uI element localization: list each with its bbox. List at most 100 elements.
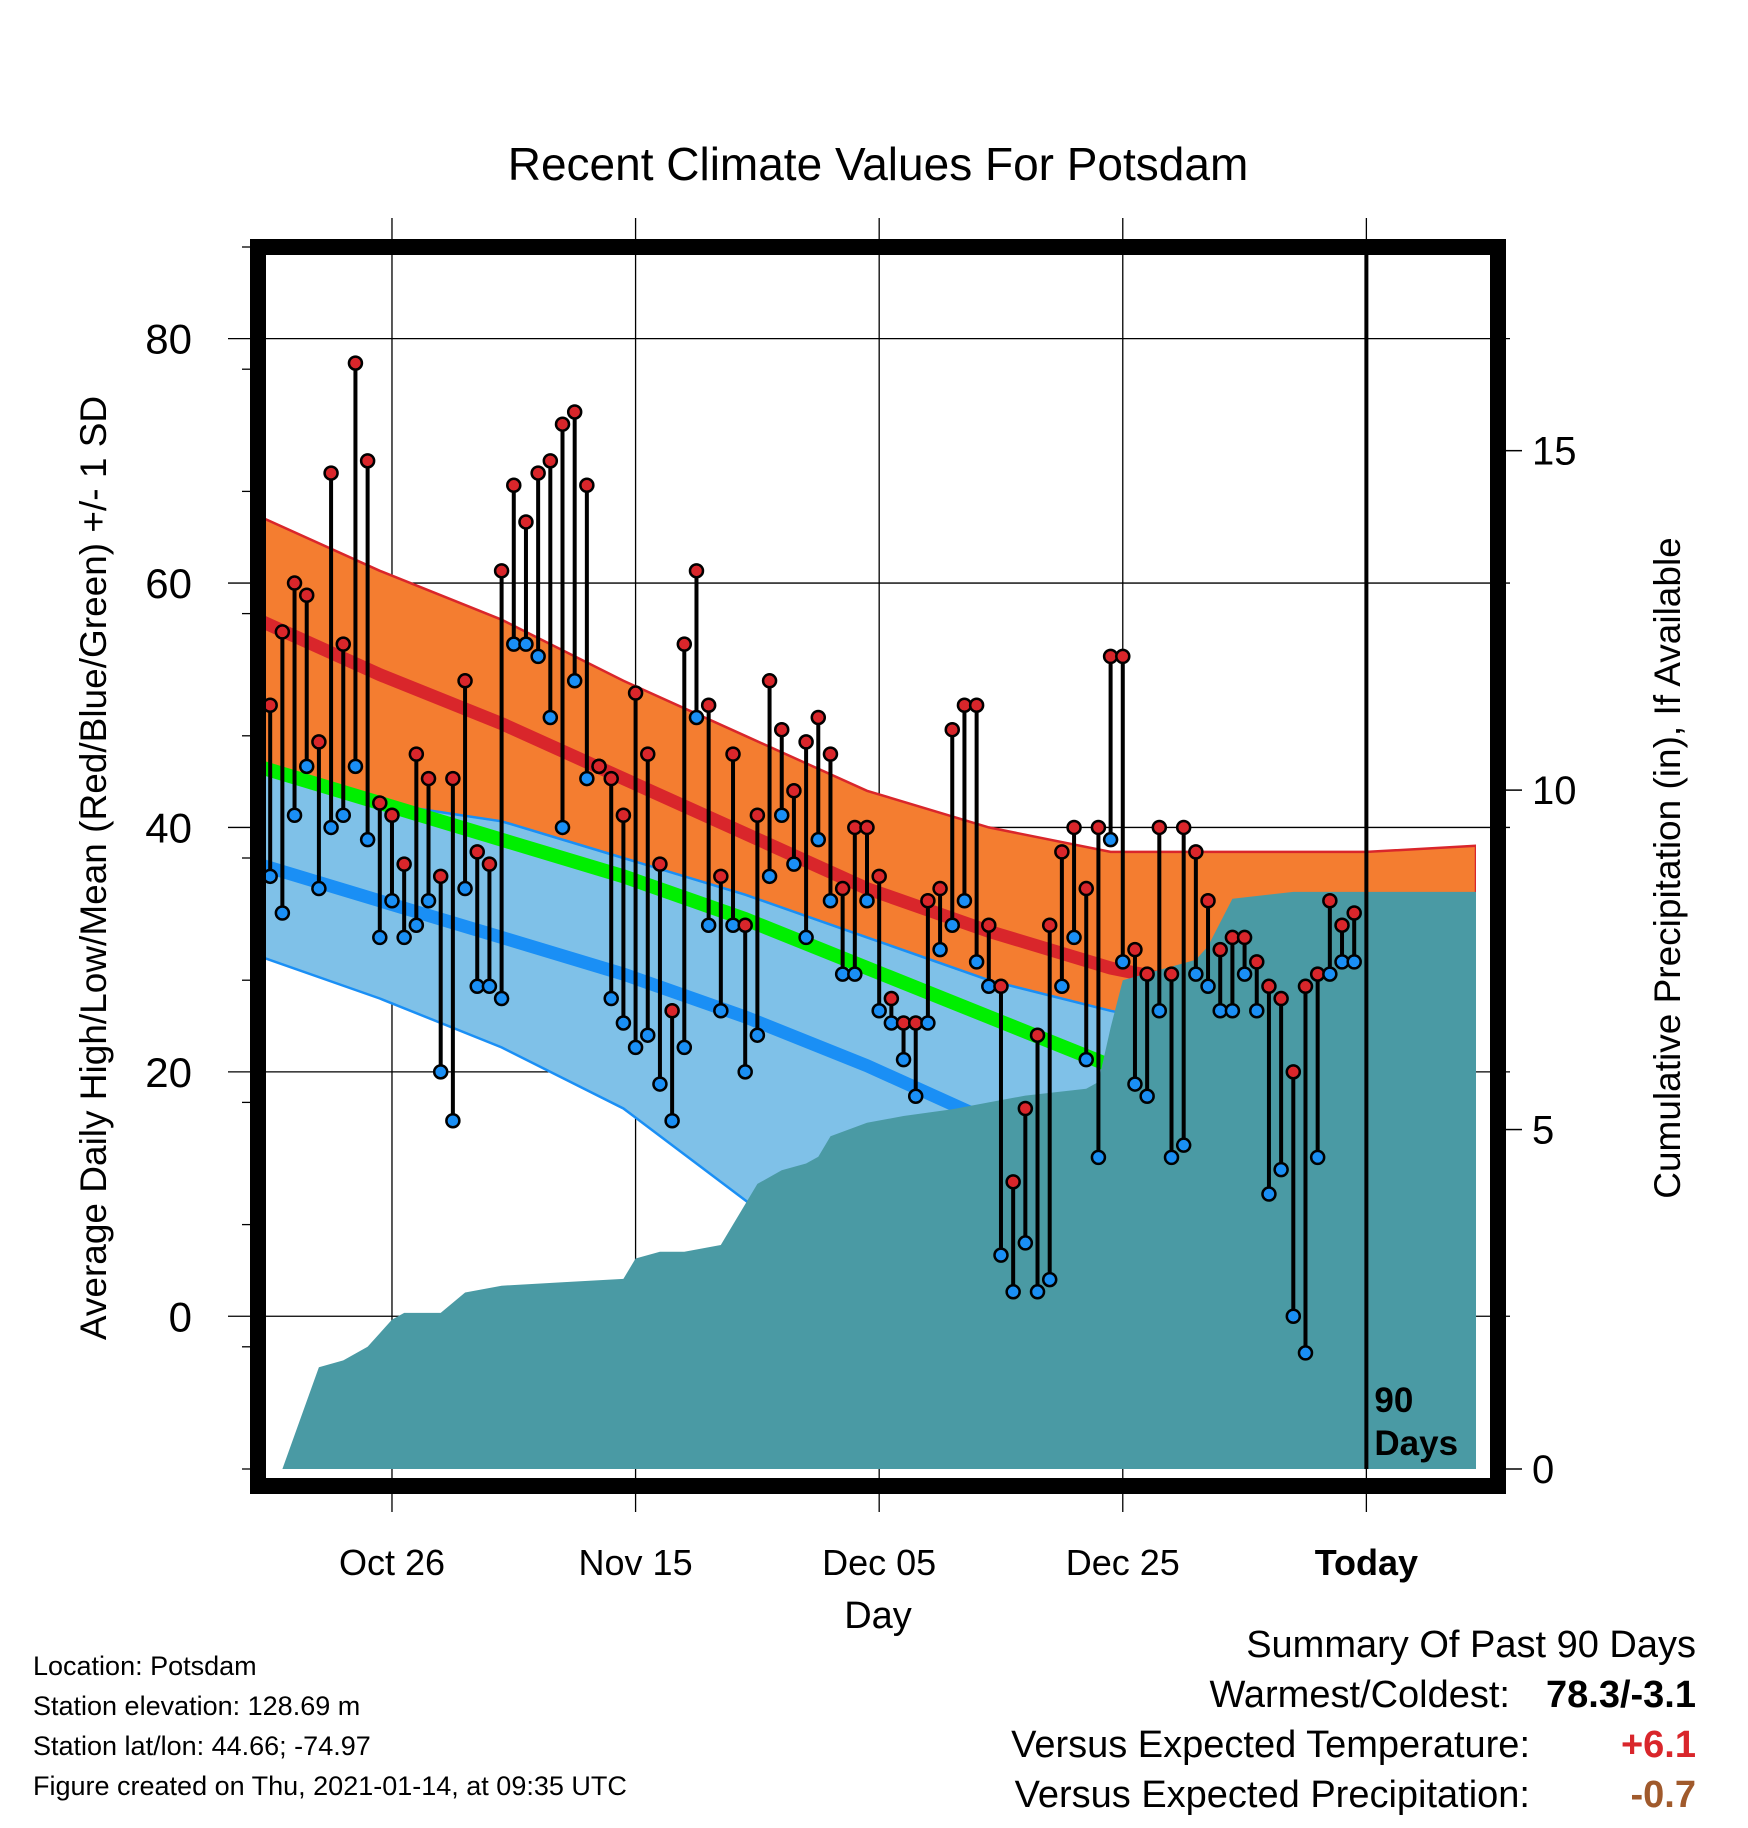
daily-low-point bbox=[493, 990, 510, 1007]
daily-low-point bbox=[907, 1088, 924, 1105]
daily-high-point bbox=[993, 978, 1009, 995]
summary-warmest-coldest: Warmest/Coldest: 78.3/-3.1 bbox=[1209, 1674, 1696, 1717]
daily-low-point bbox=[664, 1112, 680, 1129]
daily-low-point bbox=[384, 893, 400, 909]
axes: 0 20 40 60 80 0 5 10 15 Oct 26 Nov 15 Dec 05 Dec 25 T… bbox=[145, 246, 1577, 1583]
daily-high-point bbox=[737, 917, 753, 933]
daily-high-point bbox=[1297, 978, 1314, 995]
daily-high-point bbox=[457, 673, 473, 689]
daily-low-point bbox=[566, 673, 583, 689]
y-right-tick-label: 0 bbox=[1532, 1448, 1554, 1492]
summary-temperature-value: +6.1 bbox=[1620, 1724, 1696, 1766]
daily-high-point bbox=[591, 758, 607, 775]
daily-high-point bbox=[1175, 819, 1192, 836]
daily-high-point bbox=[1078, 880, 1094, 897]
daily-high-point bbox=[871, 868, 887, 885]
daily-high-point bbox=[1139, 966, 1155, 982]
daily-high-point bbox=[981, 917, 997, 933]
summary-precipitation-label: Versus Expected Precipitation: bbox=[1014, 1774, 1530, 1816]
chart-title: Recent Climate Values For Potsdam bbox=[508, 138, 1249, 190]
x-tick-label: Oct 26 bbox=[339, 1542, 445, 1583]
daily-low-point bbox=[615, 1015, 632, 1031]
daily-high-point bbox=[554, 416, 571, 432]
daily-high-point bbox=[1249, 954, 1265, 970]
footer-created: Figure created on Thu, 2021-01-14, at 09… bbox=[33, 1771, 627, 1801]
daily-high-point bbox=[506, 477, 522, 494]
daily-low-point bbox=[810, 831, 827, 848]
y-axis-label-right: Cumulative Precipitation (in), If Availa… bbox=[1647, 537, 1688, 1199]
daily-low-point bbox=[786, 856, 802, 872]
daily-low-point bbox=[603, 990, 619, 1007]
y-right-tick-label: 5 bbox=[1532, 1109, 1554, 1153]
daily-high-point bbox=[968, 697, 985, 713]
daily-low-point bbox=[932, 941, 948, 958]
daily-high-point bbox=[1041, 917, 1058, 933]
today-marker: 90 Days bbox=[1364, 247, 1458, 1469]
daily-low-point bbox=[1175, 1137, 1192, 1153]
y-left-tick-label: 40 bbox=[145, 804, 192, 851]
daily-low-point bbox=[274, 905, 291, 921]
daily-high-point bbox=[286, 575, 303, 591]
daily-low-point bbox=[652, 1076, 668, 1092]
daily-low-point bbox=[457, 880, 473, 897]
daily-high-point bbox=[798, 734, 814, 750]
summary-temperature-label: Versus Expected Temperature: bbox=[1011, 1724, 1530, 1766]
summary-title: Summary Of Past 90 Days bbox=[1246, 1624, 1696, 1666]
daily-low-point bbox=[920, 1015, 936, 1031]
daily-high-point bbox=[1200, 893, 1216, 909]
y-right-tick-label: 10 bbox=[1532, 769, 1577, 813]
daily-high-point bbox=[1163, 966, 1180, 982]
daily-high-point bbox=[1054, 844, 1070, 860]
daily-high-point bbox=[481, 856, 498, 872]
daily-low-point bbox=[1297, 1345, 1314, 1361]
daily-high-point bbox=[932, 880, 948, 897]
daily-low-point bbox=[847, 966, 863, 982]
daily-low-point bbox=[676, 1039, 693, 1056]
daily-low-point bbox=[1017, 1235, 1034, 1251]
daily-high-point bbox=[323, 465, 339, 481]
daily-high-point bbox=[786, 783, 802, 799]
daily-low-point bbox=[859, 893, 875, 909]
daily-low-point bbox=[579, 770, 595, 787]
daily-high-point bbox=[688, 563, 705, 579]
daily-low-point bbox=[1224, 1003, 1241, 1019]
daily-high-point bbox=[359, 453, 376, 469]
daily-high-point bbox=[615, 807, 632, 823]
daily-high-point bbox=[372, 795, 388, 811]
daily-high-point bbox=[1127, 941, 1143, 958]
summary-warmest-coldest-label: Warmest/Coldest: bbox=[1209, 1674, 1510, 1716]
daily-low-point bbox=[1127, 1076, 1143, 1092]
daily-high-point bbox=[1151, 819, 1168, 836]
daily-high-point bbox=[384, 807, 400, 823]
daily-low-point bbox=[1029, 1284, 1046, 1300]
daily-low-point bbox=[286, 807, 303, 823]
summary-precipitation-value: -0.7 bbox=[1630, 1774, 1696, 1816]
daily-low-point bbox=[481, 978, 498, 995]
daily-high-point bbox=[1188, 844, 1204, 860]
daily-high-point bbox=[713, 868, 729, 885]
daily-high-point bbox=[920, 893, 936, 909]
daily-low-point bbox=[761, 868, 778, 885]
daily-low-point bbox=[944, 917, 961, 933]
daily-low-point bbox=[798, 929, 814, 946]
daily-low-point bbox=[737, 1064, 753, 1080]
daily-low-point bbox=[1115, 954, 1131, 970]
daily-observations bbox=[262, 355, 1362, 1361]
daily-low-point bbox=[1188, 966, 1204, 982]
daily-low-point bbox=[432, 1064, 449, 1080]
daily-high-point bbox=[432, 868, 449, 885]
daily-high-point bbox=[408, 746, 425, 762]
daily-low-point bbox=[1151, 1003, 1168, 1019]
daily-low-point bbox=[335, 807, 352, 823]
daily-high-point bbox=[335, 636, 352, 652]
daily-high-point bbox=[274, 624, 291, 640]
daily-low-point bbox=[627, 1039, 644, 1056]
x-tick-label: Dec 25 bbox=[1066, 1542, 1180, 1583]
daily-high-point bbox=[627, 685, 644, 701]
daily-low-point bbox=[993, 1247, 1009, 1263]
daily-low-point bbox=[408, 917, 425, 933]
daily-high-point bbox=[566, 404, 583, 420]
footer-latlon: Station lat/lon: 44.66; -74.97 bbox=[33, 1731, 371, 1761]
daily-high-point bbox=[725, 746, 741, 762]
daily-low-point bbox=[1236, 966, 1253, 982]
